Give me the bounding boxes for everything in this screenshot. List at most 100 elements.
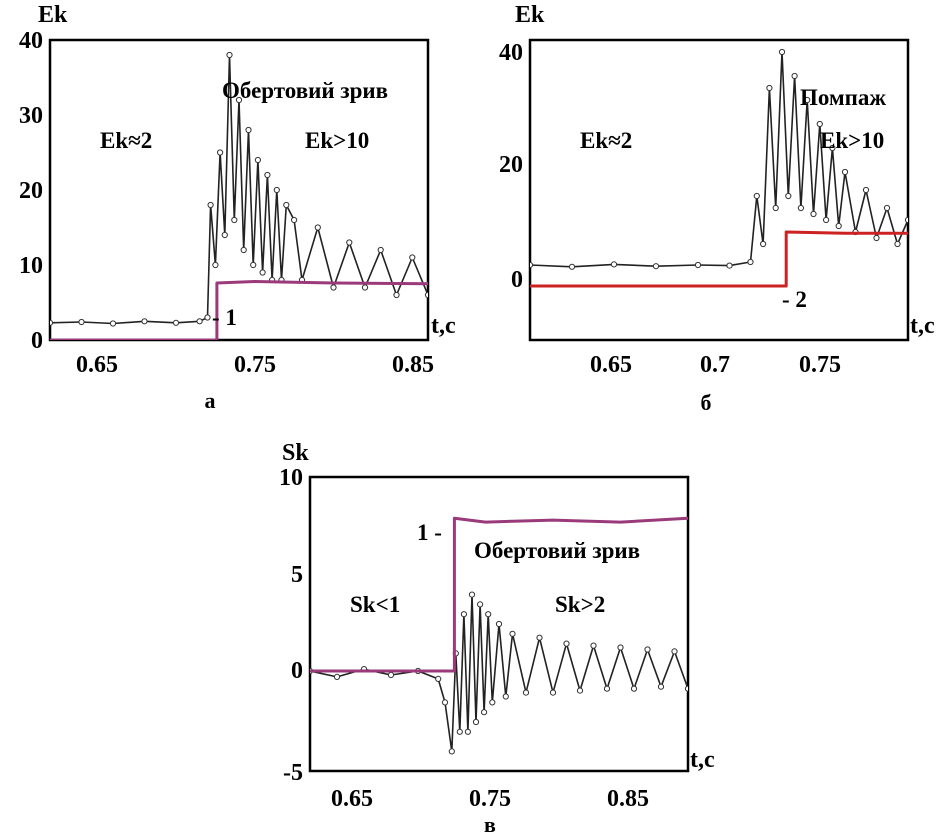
chart-a-data-point	[226, 51, 233, 59]
chart-b-annotation-regime: Помпаж	[800, 85, 886, 110]
chart-a-data-point	[141, 318, 148, 325]
chart-b-y-tick: 20	[499, 152, 523, 178]
chart-a-y-tick: 30	[19, 103, 43, 129]
chart-b-data-point	[841, 168, 849, 176]
chart-c-data-point	[435, 675, 442, 683]
chart-b-data-point	[835, 222, 842, 230]
chart-c-x-tick: 0.85	[607, 786, 649, 812]
chart-a-data-point	[207, 201, 214, 209]
chart-a-data-point	[221, 231, 228, 239]
chart-c-y-tick: 0	[291, 658, 303, 684]
chart-c-annotation-regime: Обертовий зрив	[474, 538, 640, 563]
chart-a-series-label: - 1	[212, 305, 237, 330]
chart-c-data-point	[477, 601, 484, 608]
chart-a-data-point	[361, 284, 369, 291]
chart-c-data-point	[644, 646, 651, 653]
chart-b-data-point	[778, 48, 786, 56]
chart-c-plot	[310, 516, 688, 755]
chart-b-y-axis-label: Ek	[515, 2, 545, 28]
chart-a-frame	[48, 38, 430, 342]
chart-a-data-point	[273, 186, 280, 194]
chart-c-data-point	[460, 611, 467, 618]
chart-b-data-point	[904, 216, 908, 224]
chart-b-data-point	[785, 192, 792, 200]
chart-c-data-point	[333, 673, 341, 681]
chart-a-x-tick: 0.85	[392, 352, 434, 378]
chart-b-data-point	[694, 261, 702, 269]
chart-b-data-point	[610, 261, 618, 268]
chart-c-y-tick: 5	[291, 562, 303, 588]
chart-c-data-point	[502, 693, 509, 700]
chart-a-data-point	[283, 201, 290, 209]
chart-b-step-line	[530, 230, 908, 288]
chart-c-data-point	[630, 685, 638, 692]
chart-c-data-point	[563, 640, 570, 647]
chart-c-data-point	[603, 685, 611, 692]
chart-a-data-point	[377, 246, 384, 254]
chart-b-data-point	[883, 204, 891, 212]
chart-c-data-point	[509, 630, 516, 637]
chart-a-y-tick: 40	[19, 28, 43, 54]
chart-c-data-point	[448, 748, 455, 755]
chart-b-data-point	[726, 262, 733, 269]
chart-a-y-tick: 20	[19, 178, 43, 204]
chart-c: Sk t,c 10 5 0 -5 0.65 0.75 0.85 Обертови…	[279, 440, 715, 837]
chart-b-data-point	[753, 192, 760, 200]
chart-c-data-point	[684, 685, 688, 692]
chart-a-annotation-right: Ek>10	[305, 128, 369, 153]
chart-a-x-tick: 0.75	[234, 352, 276, 378]
chart-b-data-point	[829, 144, 836, 152]
chart-c-annotation-left: Sk<1	[350, 592, 400, 617]
chart-c-y-axis-label: Sk	[282, 440, 309, 466]
chart-a-data-point	[235, 96, 243, 104]
chart-a-data-point	[50, 319, 54, 326]
chart-a-data-point	[264, 171, 271, 179]
chart-c-data-point	[472, 718, 480, 726]
chart-c-data-point	[671, 648, 678, 655]
chart-a-data-point	[204, 314, 211, 321]
chart-c-data-point	[576, 687, 584, 694]
chart-c-data-point	[481, 709, 488, 716]
chart-c-data-point	[489, 699, 496, 706]
chart-b-data-point	[873, 234, 880, 242]
chart-a-caption: а	[205, 388, 216, 413]
chart-a-step-line	[50, 280, 428, 340]
chart-b-data-point	[894, 240, 901, 248]
chart-a-data-point	[254, 156, 261, 164]
chart-c-data-point	[549, 689, 557, 696]
chart-b-data-point	[810, 210, 817, 218]
chart-a-signal-line	[50, 54, 428, 325]
chart-c-caption: в	[484, 812, 496, 837]
chart-c-step-line	[310, 516, 688, 673]
chart-a-data-point	[78, 318, 85, 326]
chart-c-data-point	[617, 644, 624, 651]
chart-a-data-point	[393, 291, 400, 299]
chart-b-data-point	[747, 258, 754, 266]
chart-a-data-point	[196, 318, 203, 325]
chart-b: Ek t,c 40 20 0 0.65 0.7 0.75 Помпаж Ek≈2…	[499, 2, 935, 415]
chart-a-data-point	[291, 216, 298, 224]
chart-b-data-point	[862, 186, 870, 194]
chart-a-data-point	[250, 261, 257, 269]
chart-a-data-point	[330, 284, 337, 291]
chart-b-frame	[528, 38, 910, 342]
chart-a-annotation-left: Ek≈2	[100, 128, 152, 153]
chart-b-x-tick: 0.7	[700, 352, 730, 378]
chart-c-frame	[308, 475, 690, 773]
chart-a-data-point	[212, 261, 219, 269]
chart-c-y-tick: -5	[283, 760, 303, 786]
chart-c-data-point	[522, 689, 530, 696]
chart-b-data-point	[760, 240, 767, 248]
chart-c-series-label: 1 -	[417, 520, 442, 545]
chart-c-data-point	[441, 699, 449, 706]
chart-a-x-axis-label: t,c	[431, 313, 456, 339]
chart-b-caption: б	[701, 390, 712, 415]
chart-b-y-tick: 0	[511, 267, 523, 293]
chart-b-data-point	[823, 216, 830, 224]
chart-b-y-tick: 40	[499, 40, 523, 66]
chart-a-data-point	[409, 254, 416, 261]
chart-b-series-label: - 2	[782, 287, 807, 312]
chart-b-data-point	[568, 263, 576, 270]
chart-b-x-tick: 0.65	[590, 352, 632, 378]
